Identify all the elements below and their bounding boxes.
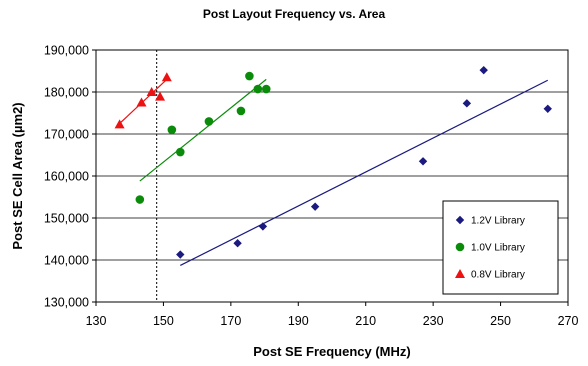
y-axis-label: Post SE Cell Area (µm2)	[10, 102, 25, 249]
data-points	[114, 65, 552, 259]
x-tick-label: 150	[153, 314, 174, 328]
legend-marker	[455, 215, 465, 225]
x-axis: 130 150 170 190 210 230 250 270	[86, 302, 579, 328]
data-point	[543, 104, 552, 113]
y-tick-label: 160,000	[44, 170, 89, 184]
data-point	[175, 147, 185, 157]
data-point	[233, 239, 242, 248]
data-point	[176, 250, 185, 259]
data-point	[136, 97, 147, 107]
x-tick-label: 170	[220, 314, 241, 328]
data-point	[135, 195, 145, 204]
data-point	[418, 157, 428, 166]
data-point	[167, 125, 177, 135]
legend-marker	[455, 269, 465, 278]
y-tick-label: 170,000	[44, 128, 89, 142]
x-tick-label: 210	[355, 314, 376, 328]
data-point	[253, 84, 263, 94]
trendline	[180, 79, 549, 266]
x-tick-label: 270	[558, 314, 579, 328]
data-point	[479, 65, 488, 75]
legend-entry: 1.0V Library	[471, 243, 525, 254]
data-point	[236, 106, 246, 116]
y-tick-label: 180,000	[44, 86, 89, 100]
data-point	[114, 119, 125, 129]
y-tick-label: 190,000	[44, 44, 89, 58]
x-tick-label: 130	[86, 314, 107, 328]
y-tick-label: 150,000	[44, 212, 89, 226]
data-point	[161, 72, 172, 82]
data-point	[204, 117, 214, 126]
legend-entry: 1.2V Library	[471, 216, 525, 227]
trendline	[139, 78, 267, 182]
x-tick-label: 230	[423, 314, 444, 328]
legend: 1.2V Library 1.0V Library 0.8V Library	[442, 200, 559, 295]
data-point	[146, 87, 157, 96]
data-point	[155, 91, 166, 101]
data-point	[310, 202, 320, 211]
x-axis-label: Post SE Frequency (MHz)	[253, 344, 410, 359]
data-point	[462, 99, 472, 108]
x-tick-label: 190	[288, 314, 309, 328]
chart-title: Post Layout Frequency vs. Area	[203, 7, 386, 21]
y-tick-label: 130,000	[44, 296, 89, 310]
legend-entry: 0.8V Library	[471, 270, 525, 281]
y-axis: 130,000 140,000 150,000 160,000 170,000 180,0…	[44, 44, 96, 310]
data-point	[258, 222, 268, 231]
y-tick-label: 140,000	[44, 254, 89, 268]
legend-marker	[455, 242, 465, 252]
data-point	[261, 84, 271, 94]
data-point	[245, 71, 254, 81]
x-tick-label: 250	[490, 314, 511, 328]
